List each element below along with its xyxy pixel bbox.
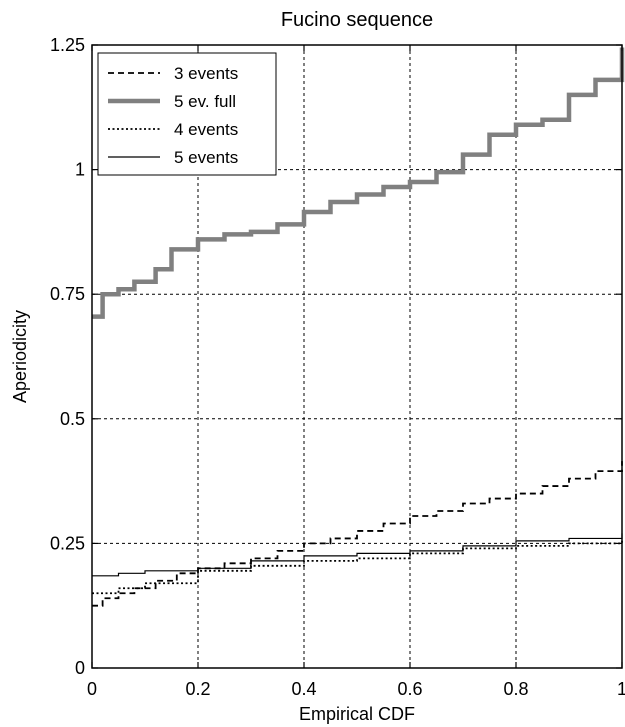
x-tick-label: 0.8 xyxy=(503,679,528,699)
plot-frame xyxy=(91,44,623,669)
legend-label: 4 events xyxy=(174,120,238,139)
legend-label: 5 events xyxy=(174,148,238,167)
axis-ticks: 0 0.2 0.4 0.6 0.8 1 0 0.25 0.5 0.75 1 1.25 xyxy=(50,35,625,699)
legend: 3 events 5 ev. full 4 events 5 events xyxy=(97,52,277,176)
y-tick-label: 0 xyxy=(75,658,85,678)
y-tick-label: 0.5 xyxy=(60,409,85,429)
y-tick-label: 0.75 xyxy=(50,284,85,304)
y-tick-label: 1.25 xyxy=(50,35,85,55)
x-tick-label: 0.6 xyxy=(397,679,422,699)
series-line-4 xyxy=(92,533,623,577)
chart-title: Fucino sequence xyxy=(281,9,433,31)
x-tick-label: 0 xyxy=(87,679,97,699)
legend-box xyxy=(97,52,277,176)
x-tick-label: 0.4 xyxy=(291,679,316,699)
legend-label: 5 ev. full xyxy=(174,92,236,111)
x-tick-label: 1 xyxy=(617,679,625,699)
y-tick-label: 0.25 xyxy=(50,533,85,553)
x-axis-label: Empirical CDF xyxy=(299,704,415,724)
y-tick-label: 1 xyxy=(75,160,85,180)
x-tick-label: 0.2 xyxy=(185,679,210,699)
y-axis-label: Aperiodicity xyxy=(10,310,30,403)
series-layer xyxy=(92,47,625,607)
series-line-3 xyxy=(92,538,623,595)
series-line-1 xyxy=(92,461,623,607)
series-line-2 xyxy=(92,47,625,319)
legend-label: 3 events xyxy=(174,64,238,83)
